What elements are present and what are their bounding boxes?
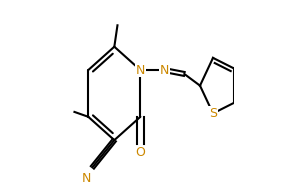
- Text: O: O: [135, 146, 145, 159]
- Text: N: N: [136, 64, 145, 77]
- Text: N: N: [160, 64, 169, 77]
- Text: S: S: [209, 107, 217, 120]
- Text: N: N: [82, 172, 92, 185]
